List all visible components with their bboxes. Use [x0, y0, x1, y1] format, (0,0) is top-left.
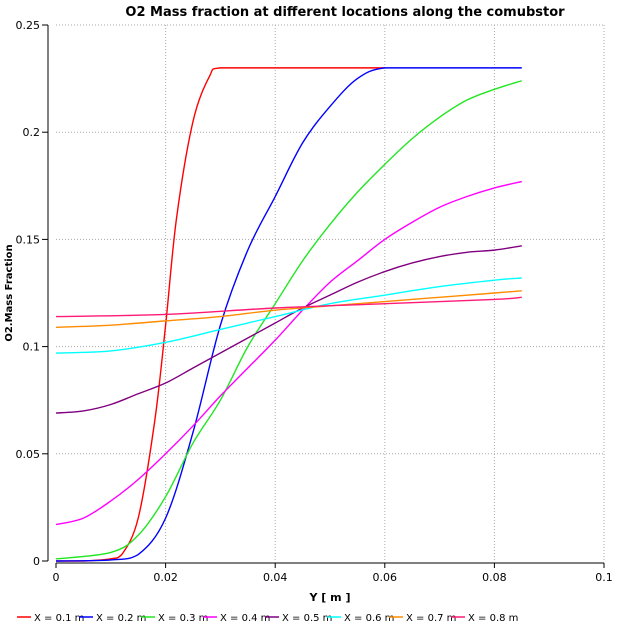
series-line [55, 245, 522, 414]
legend-label: X = 0.5 m [282, 613, 332, 624]
legend-item: X = 0.6 m [327, 613, 394, 624]
x-tick-label: 0 [53, 571, 60, 584]
series-line [55, 180, 522, 526]
x-tick-label: 0.08 [482, 571, 507, 584]
legend-item: X = 0.3 m [141, 613, 208, 624]
y-tick-label: 0.25 [16, 19, 41, 32]
series-line [55, 290, 522, 329]
x-tick-label: 0.02 [153, 571, 178, 584]
series-lines [55, 67, 523, 562]
legend-item: X = 0.4 m [203, 613, 270, 624]
legend-label: X = 0.7 m [406, 613, 456, 624]
legend-item: X = 0.8 m [451, 613, 518, 624]
x-tick-label: 0.06 [373, 571, 398, 584]
series-line [55, 296, 522, 318]
legend-label: X = 0.6 m [344, 613, 394, 624]
legend-label: X = 0.3 m [158, 613, 208, 624]
series-line [56, 67, 385, 562]
axes: 0 0.02 0.04 0.06 0.08 0.1 0 0.05 0.1 0.15 0.2 0.25 [16, 19, 613, 584]
legend-label: X = 0.1 m [34, 613, 84, 624]
y-tick-label: 0 [33, 555, 40, 568]
legend-item: X = 0.5 m [265, 613, 332, 624]
legend-item: X = 0.2 m [79, 613, 146, 624]
legend-label: X = 0.8 m [468, 613, 518, 624]
chart-title: O2 Mass fraction at different locations … [125, 5, 565, 20]
x-axis-label: Y [ m ] [309, 591, 351, 604]
y-tick-label: 0.1 [23, 341, 41, 354]
y-tick-label: 0.15 [16, 233, 41, 246]
legend: X = 0.1 m X = 0.2 m X = 0.3 m X = 0.4 m X = … [17, 613, 518, 624]
legend-item: X = 0.7 m [389, 613, 456, 624]
y-axis-label: O2.Mass Fraction [4, 244, 15, 341]
y-tick-label: 0.05 [16, 448, 41, 461]
legend-item: X = 0.1 m [17, 613, 84, 624]
legend-label: X = 0.4 m [220, 613, 270, 624]
series-line [55, 80, 523, 560]
legend-label: X = 0.2 m [96, 613, 146, 624]
x-tick-label: 0.1 [595, 571, 613, 584]
series-line [55, 277, 522, 354]
x-tick-label: 0.04 [263, 571, 288, 584]
series-line [55, 67, 522, 562]
y-tick-label: 0.2 [23, 126, 41, 139]
